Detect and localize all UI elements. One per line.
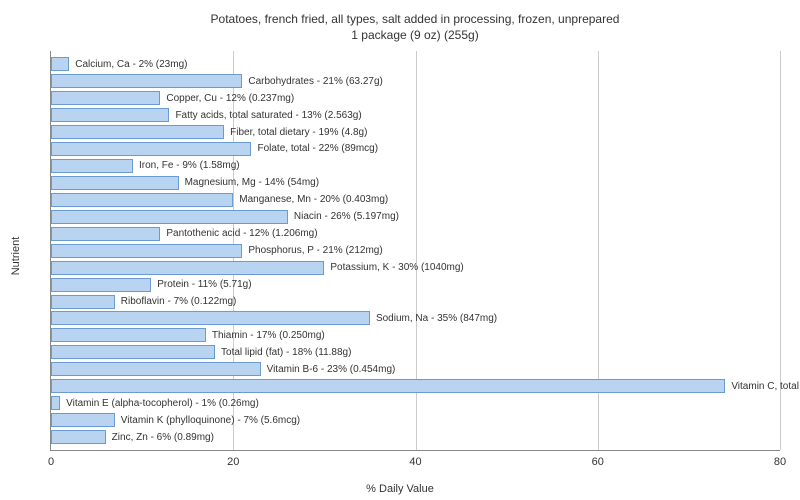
title-line-2: 1 package (9 oz) (255g) xyxy=(50,28,780,44)
bar xyxy=(51,345,215,359)
bar-row: Total lipid (fat) - 18% (11.88g) xyxy=(51,345,780,359)
bar xyxy=(51,57,69,71)
bar xyxy=(51,227,160,241)
bar-label: Total lipid (fat) - 18% (11.88g) xyxy=(215,347,351,358)
bar xyxy=(51,379,725,393)
bar-label: Phosphorus, P - 21% (212mg) xyxy=(242,245,382,256)
bar xyxy=(51,261,324,275)
bar-label: Potassium, K - 30% (1040mg) xyxy=(324,262,463,273)
bar-row: Vitamin C, total ascorbic acid - 74% (44… xyxy=(51,379,780,393)
bar-label: Sodium, Na - 35% (847mg) xyxy=(370,313,497,324)
bar-row: Magnesium, Mg - 14% (54mg) xyxy=(51,176,780,190)
bar-row: Niacin - 26% (5.197mg) xyxy=(51,210,780,224)
bar-row: Potassium, K - 30% (1040mg) xyxy=(51,261,780,275)
bar xyxy=(51,295,115,309)
bar xyxy=(51,430,106,444)
bar-row: Calcium, Ca - 2% (23mg) xyxy=(51,57,780,71)
bar xyxy=(51,413,115,427)
bar xyxy=(51,91,160,105)
bar xyxy=(51,396,60,410)
bar-row: Vitamin K (phylloquinone) - 7% (5.6mcg) xyxy=(51,413,780,427)
y-axis-label: Nutrient xyxy=(10,237,22,276)
bar-label: Iron, Fe - 9% (1.58mg) xyxy=(133,160,240,171)
bar xyxy=(51,362,261,376)
bar-label: Protein - 11% (5.71g) xyxy=(151,279,251,290)
bar xyxy=(51,210,288,224)
bar-label: Pantothenic acid - 12% (1.206mg) xyxy=(160,228,317,239)
bar xyxy=(51,311,370,325)
bar xyxy=(51,74,242,88)
chart-title: Potatoes, french fried, all types, salt … xyxy=(50,12,780,43)
title-line-1: Potatoes, french fried, all types, salt … xyxy=(50,12,780,28)
bar-label: Thiamin - 17% (0.250mg) xyxy=(206,330,325,341)
bar-label: Zinc, Zn - 6% (0.89mg) xyxy=(106,432,214,443)
x-tick-label: 80 xyxy=(774,456,786,468)
bar-label: Niacin - 26% (5.197mg) xyxy=(288,211,399,222)
bar-row: Copper, Cu - 12% (0.237mg) xyxy=(51,91,780,105)
bars-container: Calcium, Ca - 2% (23mg) Carbohydrates - 2… xyxy=(51,57,780,444)
bar xyxy=(51,142,251,156)
bar-label: Calcium, Ca - 2% (23mg) xyxy=(69,59,187,70)
bar-row: Zinc, Zn - 6% (0.89mg) xyxy=(51,430,780,444)
x-tick-label: 0 xyxy=(48,456,54,468)
bar-label: Fatty acids, total saturated - 13% (2.56… xyxy=(169,110,361,121)
bar xyxy=(51,176,179,190)
bar xyxy=(51,125,224,139)
bar-row: Fatty acids, total saturated - 13% (2.56… xyxy=(51,108,780,122)
bar-row: Iron, Fe - 9% (1.58mg) xyxy=(51,159,780,173)
bar-row: Pantothenic acid - 12% (1.206mg) xyxy=(51,227,780,241)
bar-row: Fiber, total dietary - 19% (4.8g) xyxy=(51,125,780,139)
bar-row: Folate, total - 22% (89mcg) xyxy=(51,142,780,156)
bar-label: Folate, total - 22% (89mcg) xyxy=(251,143,378,154)
bar-label: Magnesium, Mg - 14% (54mg) xyxy=(179,177,320,188)
bar-label: Fiber, total dietary - 19% (4.8g) xyxy=(224,127,367,138)
bar xyxy=(51,159,133,173)
bar-row: Vitamin E (alpha-tocopherol) - 1% (0.26m… xyxy=(51,396,780,410)
bar-row: Vitamin B-6 - 23% (0.454mg) xyxy=(51,362,780,376)
bar-label: Riboflavin - 7% (0.122mg) xyxy=(115,296,237,307)
x-tick-label: 20 xyxy=(227,456,239,468)
bar xyxy=(51,108,169,122)
bar-label: Copper, Cu - 12% (0.237mg) xyxy=(160,93,294,104)
x-axis-label: % Daily Value xyxy=(366,483,434,495)
bar-row: Protein - 11% (5.71g) xyxy=(51,278,780,292)
bar-row: Riboflavin - 7% (0.122mg) xyxy=(51,295,780,309)
bar-label: Vitamin E (alpha-tocopherol) - 1% (0.26m… xyxy=(60,398,259,409)
bar-row: Thiamin - 17% (0.250mg) xyxy=(51,328,780,342)
x-tick-label: 60 xyxy=(592,456,604,468)
bar xyxy=(51,193,233,207)
bar xyxy=(51,278,151,292)
bar-label: Vitamin K (phylloquinone) - 7% (5.6mcg) xyxy=(115,415,300,426)
x-tick-label: 40 xyxy=(409,456,421,468)
bar-label: Carbohydrates - 21% (63.27g) xyxy=(242,76,383,87)
bar-label: Manganese, Mn - 20% (0.403mg) xyxy=(233,194,388,205)
bar-row: Manganese, Mn - 20% (0.403mg) xyxy=(51,193,780,207)
bar-row: Sodium, Na - 35% (847mg) xyxy=(51,311,780,325)
plot-area: Calcium, Ca - 2% (23mg) Carbohydrates - 2… xyxy=(50,51,780,451)
bar-row: Phosphorus, P - 21% (212mg) xyxy=(51,244,780,258)
bar-row: Carbohydrates - 21% (63.27g) xyxy=(51,74,780,88)
nutrient-chart: Potatoes, french fried, all types, salt … xyxy=(0,0,800,500)
bar-label: Vitamin C, total ascorbic acid - 74% (44… xyxy=(725,381,800,392)
bar xyxy=(51,328,206,342)
bar-label: Vitamin B-6 - 23% (0.454mg) xyxy=(261,364,396,375)
bar xyxy=(51,244,242,258)
